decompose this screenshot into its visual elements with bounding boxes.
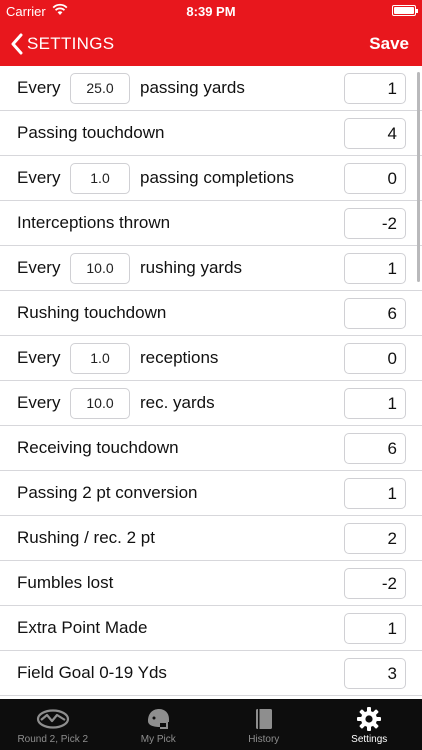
helmet-icon — [145, 706, 171, 732]
wifi-icon — [52, 3, 68, 19]
row-prefix-label: Every — [17, 258, 61, 277]
scroll-indicator[interactable] — [417, 72, 420, 282]
row-label: Passing 2 pt conversion — [17, 483, 198, 502]
chevron-left-icon — [11, 33, 23, 55]
tab-label: Settings — [351, 734, 388, 745]
row-suffix-label: passing yards — [140, 78, 245, 97]
tab-round-2-pick-2[interactable]: Round 2, Pick 2 — [0, 699, 106, 750]
status-time: 8:39 PM — [186, 4, 236, 19]
scoring-row: Interceptions thrown -2 — [0, 201, 422, 246]
row-label: Interceptions thrown — [17, 213, 171, 232]
points-field[interactable]: 0 — [344, 343, 406, 374]
carrier-label: Carrier — [6, 4, 46, 19]
scoring-row: Fumbles lost -2 — [0, 561, 422, 606]
points-field[interactable]: 0 — [344, 163, 406, 194]
row-prefix-label: Every — [17, 78, 61, 97]
scoring-row: Receiving touchdown 6 — [0, 426, 422, 471]
points-field[interactable]: -2 — [344, 568, 406, 599]
draft-icon — [36, 706, 70, 732]
multiplier-field[interactable]: 25.0 — [70, 73, 130, 104]
row-suffix-label: rec. yards — [140, 393, 215, 412]
row-suffix-label: receptions — [140, 348, 219, 367]
points-field[interactable]: 1 — [344, 613, 406, 644]
tab-label: History — [248, 734, 280, 745]
scoring-row: Every 1.0 receptions 0 — [0, 336, 422, 381]
row-label: Extra Point Made — [17, 618, 148, 637]
multiplier-field[interactable]: 10.0 — [70, 253, 130, 284]
row-label: Receiving touchdown — [17, 438, 179, 457]
back-label: SETTINGS — [27, 34, 115, 53]
row-suffix-label: rushing yards — [140, 258, 243, 277]
status-bar: Carrier 8:39 PM — [0, 0, 422, 22]
navigation-bar: SETTINGS Save — [0, 22, 422, 66]
row-suffix-label: passing completions — [140, 168, 295, 187]
multiplier-field[interactable]: 1.0 — [70, 343, 130, 374]
row-label: Rushing touchdown — [17, 303, 167, 322]
tab-label: My Pick — [140, 734, 176, 745]
gear-icon — [356, 706, 382, 732]
points-field[interactable]: 3 — [344, 658, 406, 689]
row-prefix-label: Every — [17, 393, 61, 412]
scoring-row: Every 25.0 passing yards 1 — [0, 66, 422, 111]
points-field[interactable]: 1 — [344, 253, 406, 284]
points-field[interactable]: 1 — [344, 478, 406, 509]
scoring-settings-list[interactable]: Every 25.0 passing yards 1 Passing touchdown… — [0, 66, 422, 699]
battery-icon — [392, 5, 418, 16]
row-prefix-label: Every — [17, 168, 61, 187]
multiplier-field[interactable]: 1.0 — [70, 163, 130, 194]
points-field[interactable]: -2 — [344, 208, 406, 239]
scoring-row: Field Goal 0-19 Yds 3 — [0, 651, 422, 696]
points-field[interactable]: 2 — [344, 523, 406, 554]
tab-bar: Round 2, Pick 2 My Pick History Settings — [0, 699, 422, 750]
row-label: Field Goal 0-19 Yds — [17, 663, 167, 682]
row-label: Passing touchdown — [17, 123, 165, 142]
row-label: Rushing / rec. 2 pt — [17, 528, 155, 547]
scoring-row: Extra Point Made 1 — [0, 606, 422, 651]
back-button[interactable]: SETTINGS — [10, 22, 114, 66]
scoring-row: Passing touchdown 4 — [0, 111, 422, 156]
points-field[interactable]: 6 — [344, 298, 406, 329]
book-icon — [253, 706, 275, 732]
scoring-row: Rushing touchdown 6 — [0, 291, 422, 336]
scoring-row: Every 1.0 passing completions 0 — [0, 156, 422, 201]
tab-my-pick[interactable]: My Pick — [106, 699, 212, 750]
points-field[interactable]: 4 — [344, 118, 406, 149]
scoring-row: Every 10.0 rec. yards 1 — [0, 381, 422, 426]
points-field[interactable]: 1 — [344, 388, 406, 419]
multiplier-field[interactable]: 10.0 — [70, 388, 130, 419]
scoring-row: Every 10.0 rushing yards 1 — [0, 246, 422, 291]
scoring-row: Passing 2 pt conversion 1 — [0, 471, 422, 516]
scoring-row: Rushing / rec. 2 pt 2 — [0, 516, 422, 561]
tab-label: Round 2, Pick 2 — [17, 734, 89, 745]
save-button[interactable]: Save — [369, 34, 409, 53]
points-field[interactable]: 1 — [344, 73, 406, 104]
tab-settings[interactable]: Settings — [317, 699, 422, 750]
row-label: Fumbles lost — [17, 573, 114, 592]
row-prefix-label: Every — [17, 348, 61, 367]
points-field[interactable]: 6 — [344, 433, 406, 464]
tab-history[interactable]: History — [211, 699, 317, 750]
